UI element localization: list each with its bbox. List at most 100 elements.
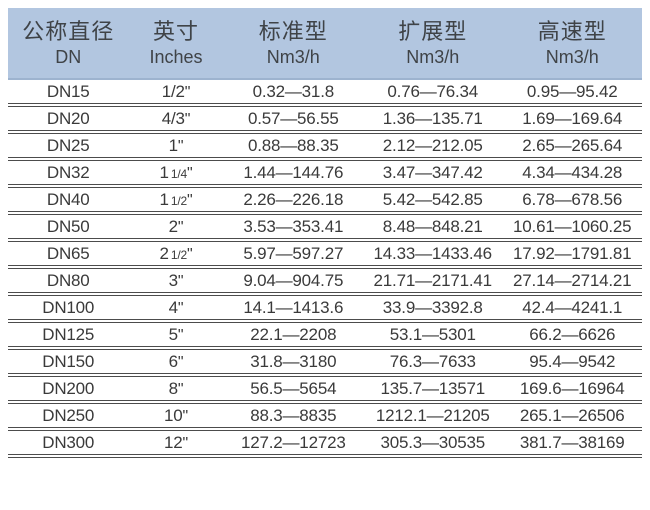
standard-flow-cell: 9.04—904.75 [223,267,364,296]
table-row: DN150 6" 31.8—3180 76.3—7633 95.4—9542 [8,348,642,377]
extended-flow-cell: 1.36—135.71 [363,105,503,134]
standard-flow-cell: 2.26—226.18 [223,186,364,215]
table-row: DN250 10" 88.3—8835 1212.1—21205 265.1—26506 [8,402,642,431]
table-row: DN15 1/2" 0.32—31.8 0.76—76.34 0.95—95.42 [8,79,642,107]
standard-flow-cell: 0.57—56.55 [223,105,364,134]
inch-mark: " [182,434,189,452]
inch-mark: " [177,218,184,236]
high-speed-flow-cell: 381.7—38169 [502,429,642,458]
table-row: DN80 3" 9.04—904.75 21.71—2171.41 27.14—2714… [8,267,642,296]
standard-flow-cell: 88.3—8835 [223,402,364,431]
dn-cell: DN40 [8,186,129,215]
inches-cell: 2 1/2" [128,240,224,269]
extended-flow-cell: 135.7—13571 [363,375,503,404]
extended-flow-cell: 305.3—30535 [363,429,503,458]
inch-mark: " [177,353,184,371]
inches-cell: 3" [128,267,224,296]
standard-flow-cell: 3.53—353.41 [223,213,364,242]
inch-mark: " [177,380,184,398]
dn-cell: DN15 [8,79,129,107]
inch-mark: " [177,272,184,290]
high-speed-flow-cell: 17.92—1791.81 [502,240,642,269]
high-speed-flow-cell: 27.14—2714.21 [502,267,642,296]
column-subtitle: Nm3/h [406,46,460,67]
high-speed-flow-cell: 4.34—434.28 [502,159,642,188]
table-row: DN65 2 1/2" 5.97—597.27 14.33—1433.46 17.92—… [8,240,642,269]
table-body: DN15 1/2" 0.32—31.8 0.76—76.34 0.95—95.42 DN2… [8,79,642,458]
standard-flow-cell: 0.88—88.35 [223,132,364,161]
column-subtitle: Inches [149,46,203,67]
standard-flow-cell: 31.8—3180 [223,348,364,377]
high-speed-flow-cell: 0.95—95.42 [502,79,642,107]
dn-cell: DN80 [8,267,129,296]
inches-cell: 4/3" [128,105,224,134]
col-header-inches: 英寸 Inches [128,8,224,80]
dn-cell: DN65 [8,240,129,269]
high-speed-flow-cell: 169.6—16964 [502,375,642,404]
dn-cell: DN200 [8,375,129,404]
inch-mark: " [187,164,193,182]
extended-flow-cell: 53.1—5301 [363,321,503,350]
high-speed-flow-cell: 66.2—6626 [502,321,642,350]
standard-flow-cell: 127.2—12723 [223,429,364,458]
inches-cell: 1/2" [128,79,224,107]
table-row: DN100 4" 14.1—1413.6 33.9—3392.8 42.4—4241.1 [8,294,642,323]
extended-flow-cell: 1212.1—21205 [363,402,503,431]
table-row: DN32 1 1/4" 1.44—144.76 3.47—347.42 4.34—434… [8,159,642,188]
inches-cell: 1 1/4" [128,159,224,188]
table-header: 公称直径 DN 英寸 Inches 标准型 Nm3/h 扩展型 Nm3/h 高速… [8,8,642,80]
inch-fraction: 1/2 [168,193,188,208]
table-row: DN40 1 1/2" 2.26—226.18 5.42—542.85 6.78—678… [8,186,642,215]
high-speed-flow-cell: 95.4—9542 [502,348,642,377]
standard-flow-cell: 1.44—144.76 [223,159,364,188]
dn-cell: DN20 [8,105,129,134]
standard-flow-cell: 56.5—5654 [223,375,364,404]
inch-mark: " [177,299,184,317]
col-header-high-speed: 高速型 Nm3/h [502,8,642,80]
extended-flow-cell: 21.71—2171.41 [363,267,503,296]
standard-flow-cell: 5.97—597.27 [223,240,364,269]
table-row: DN200 8" 56.5—5654 135.7—13571 169.6—16964 [8,375,642,404]
inch-mark: " [187,191,193,209]
table-row: DN20 4/3" 0.57—56.55 1.36—135.71 1.69—169.64 [8,105,642,134]
flow-rate-datasheet: 公称直径 DN 英寸 Inches 标准型 Nm3/h 扩展型 Nm3/h 高速… [8,8,642,458]
dn-cell: DN125 [8,321,129,350]
extended-flow-cell: 0.76—76.34 [363,79,503,107]
extended-flow-cell: 5.42—542.85 [363,186,503,215]
high-speed-flow-cell: 1.69—169.64 [502,105,642,134]
dn-cell: DN100 [8,294,129,323]
high-speed-flow-cell: 6.78—678.56 [502,186,642,215]
inch-fraction: 1/2 [168,247,188,262]
standard-flow-cell: 14.1—1413.6 [223,294,364,323]
inches-cell: 1 1/2" [128,186,224,215]
inch-mark: " [177,137,184,155]
dn-cell: DN32 [8,159,129,188]
header-row: 公称直径 DN 英寸 Inches 标准型 Nm3/h 扩展型 Nm3/h 高速… [8,8,642,80]
high-speed-flow-cell: 42.4—4241.1 [502,294,642,323]
inch-mark: " [184,83,191,101]
inch-mark: " [187,245,193,263]
dn-cell: DN300 [8,429,129,458]
table-row: DN50 2" 3.53—353.41 8.48—848.21 10.61—1060.2… [8,213,642,242]
high-speed-flow-cell: 2.65—265.64 [502,132,642,161]
table-row: DN25 1" 0.88—88.35 2.12—212.05 2.65—265.64 [8,132,642,161]
col-header-standard: 标准型 Nm3/h [223,8,364,80]
table-row: DN300 12" 127.2—12723 305.3—30535 381.7—3816… [8,429,642,458]
dn-cell: DN250 [8,402,129,431]
column-subtitle: DN [55,46,82,67]
inches-cell: 5" [128,321,224,350]
dn-cell: DN50 [8,213,129,242]
standard-flow-cell: 22.1—2208 [223,321,364,350]
column-subtitle: Nm3/h [266,46,320,67]
extended-flow-cell: 14.33—1433.46 [363,240,503,269]
flow-rate-table: 公称直径 DN 英寸 Inches 标准型 Nm3/h 扩展型 Nm3/h 高速… [8,8,642,458]
inch-mark: " [184,110,191,128]
inches-cell: 6" [128,348,224,377]
table-row: DN125 5" 22.1—2208 53.1—5301 66.2—6626 [8,321,642,350]
extended-flow-cell: 76.3—7633 [363,348,503,377]
column-title: 英寸 [152,18,199,44]
column-title: 公称直径 [22,18,115,44]
inches-cell: 10" [128,402,224,431]
inches-cell: 4" [128,294,224,323]
dn-cell: DN150 [8,348,129,377]
